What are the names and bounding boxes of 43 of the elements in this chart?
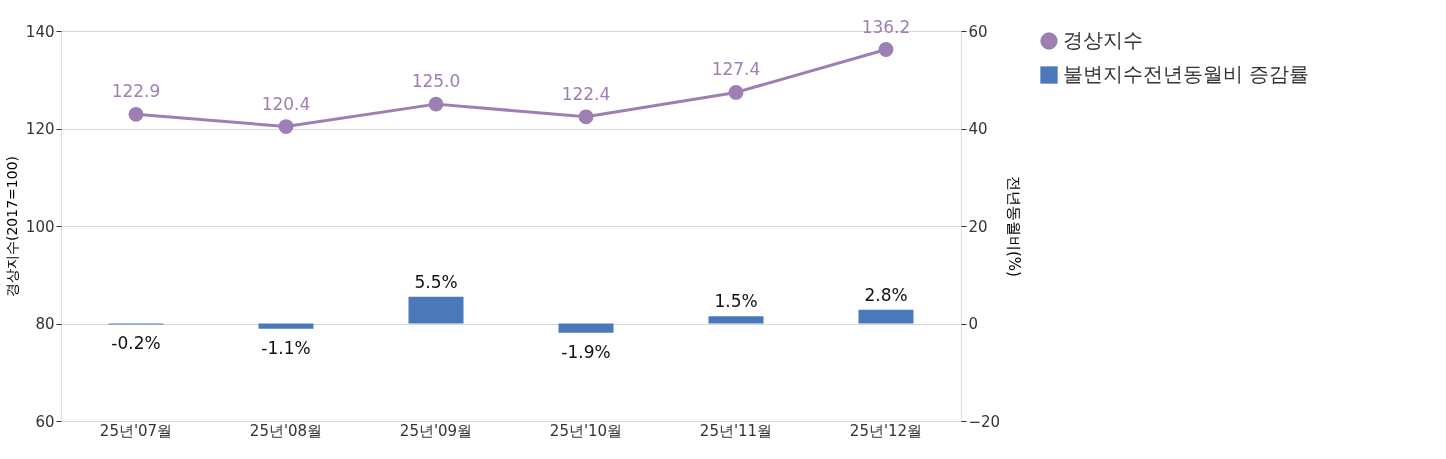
x-tick-label: 25년'11월: [699, 421, 773, 440]
data-label: -0.2%: [111, 333, 161, 354]
x-tick-label: 25년'10월: [549, 421, 623, 440]
y2-tick-label: 20: [968, 217, 988, 236]
y-tick-label: 120: [25, 120, 55, 138]
bar: [858, 309, 914, 324]
y2-tick-label: −20: [968, 412, 1001, 431]
point: [278, 119, 294, 134]
bar: [708, 316, 764, 324]
y2-tick-label: 60: [968, 22, 988, 41]
data-label: -1.9%: [561, 341, 611, 362]
y2-axis-title: 전년동월비(%): [1005, 176, 1024, 277]
data-label: -1.1%: [261, 337, 311, 358]
x-tick-label: 25년'12월: [849, 421, 923, 440]
point: [878, 42, 894, 57]
x-tick-label: 25년'09월: [399, 421, 473, 440]
bar: [408, 296, 464, 324]
data-label: 127.4: [711, 59, 761, 80]
x-tick-label: 25년'08월: [249, 421, 323, 440]
x-tick-label: 25년'07월: [99, 421, 173, 440]
data-label: 1.5%: [714, 291, 758, 312]
y-axis-title: 경상지수(2017=100): [3, 155, 20, 298]
y-tick-label: 80: [35, 315, 55, 333]
data-label: 2.8%: [864, 284, 908, 305]
point: [128, 106, 144, 122]
data-label: 136.2: [861, 16, 911, 37]
bar: [258, 323, 314, 329]
bar: [558, 323, 614, 333]
y2-tick-label: 40: [968, 120, 988, 138]
legend-label: 불변지수전년동월비 증감률: [1063, 62, 1310, 86]
data-label: 122.9: [111, 81, 161, 102]
data-label: 122.4: [561, 83, 611, 104]
point: [728, 85, 744, 100]
point: [578, 109, 594, 125]
y-tick-label: 100: [25, 217, 55, 236]
y2-tick-label: 0: [968, 315, 979, 333]
y-tick-label: 140: [25, 22, 55, 41]
point: [428, 96, 444, 112]
data-label: 5.5%: [414, 271, 458, 292]
data-label: 120.4: [261, 93, 311, 114]
legend-label: 경상지수: [1063, 28, 1143, 52]
data-label: 125.0: [411, 71, 461, 92]
y-tick-label: 60: [35, 412, 55, 431]
